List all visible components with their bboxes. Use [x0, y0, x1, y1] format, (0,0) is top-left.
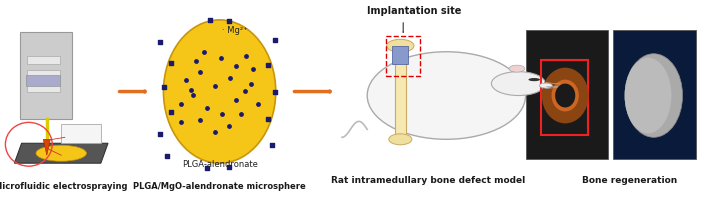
Point [215, 56, 227, 59]
Ellipse shape [625, 58, 671, 133]
Point [239, 89, 251, 92]
Point [154, 40, 166, 43]
Ellipse shape [36, 145, 86, 161]
Text: · Mg²⁺: · Mg²⁺ [222, 26, 248, 35]
Point [161, 155, 173, 158]
Point [225, 76, 236, 79]
Point [194, 70, 206, 73]
Point [266, 144, 278, 147]
FancyBboxPatch shape [613, 30, 696, 159]
Point [154, 133, 166, 136]
Ellipse shape [389, 134, 412, 145]
FancyBboxPatch shape [27, 56, 60, 64]
Ellipse shape [367, 52, 526, 139]
Point [209, 131, 220, 134]
Point [235, 113, 247, 116]
Point [230, 99, 242, 102]
Point [216, 113, 228, 116]
FancyBboxPatch shape [27, 84, 60, 92]
Point [223, 19, 235, 22]
FancyBboxPatch shape [26, 75, 60, 86]
Ellipse shape [625, 54, 683, 137]
FancyBboxPatch shape [395, 48, 406, 143]
Polygon shape [14, 143, 108, 163]
Point [262, 118, 274, 121]
Polygon shape [43, 139, 50, 155]
Circle shape [528, 78, 540, 81]
Point [240, 54, 252, 57]
Point [252, 103, 264, 106]
Text: PLGA-alendronate: PLGA-alendronate [181, 160, 258, 169]
FancyBboxPatch shape [526, 30, 608, 159]
Point [166, 111, 177, 114]
Point [198, 50, 210, 53]
Point [204, 18, 216, 21]
Point [223, 166, 235, 169]
Text: Bone regeneration: Bone regeneration [582, 176, 678, 185]
Point [176, 103, 187, 106]
Text: Implantation site: Implantation site [366, 6, 462, 16]
Ellipse shape [552, 80, 579, 111]
Ellipse shape [387, 39, 414, 52]
Point [202, 107, 213, 110]
FancyBboxPatch shape [27, 70, 60, 78]
Point [185, 88, 197, 91]
FancyBboxPatch shape [392, 46, 408, 64]
Ellipse shape [163, 20, 276, 163]
Point [176, 121, 187, 124]
Text: PLGA/MgO-alendronate microsphere: PLGA/MgO-alendronate microsphere [133, 182, 306, 191]
Point [202, 167, 213, 170]
Point [158, 85, 170, 88]
Point [230, 64, 242, 67]
Point [187, 93, 199, 96]
Point [190, 59, 202, 62]
Point [223, 125, 235, 128]
Ellipse shape [542, 68, 589, 123]
FancyBboxPatch shape [61, 124, 101, 143]
Ellipse shape [509, 65, 525, 72]
Ellipse shape [555, 84, 575, 107]
Point [180, 78, 192, 81]
Point [248, 67, 259, 70]
Point [194, 119, 206, 122]
Text: Rat intramedullary bone defect model: Rat intramedullary bone defect model [331, 176, 526, 185]
Point [166, 61, 177, 64]
Ellipse shape [539, 83, 552, 88]
Point [269, 38, 281, 41]
Ellipse shape [491, 72, 546, 96]
Text: Microfluidic electrospraying: Microfluidic electrospraying [0, 182, 128, 191]
Point [209, 84, 220, 87]
FancyBboxPatch shape [20, 32, 72, 119]
Point [269, 90, 281, 93]
Point [245, 82, 256, 85]
Point [262, 63, 274, 66]
